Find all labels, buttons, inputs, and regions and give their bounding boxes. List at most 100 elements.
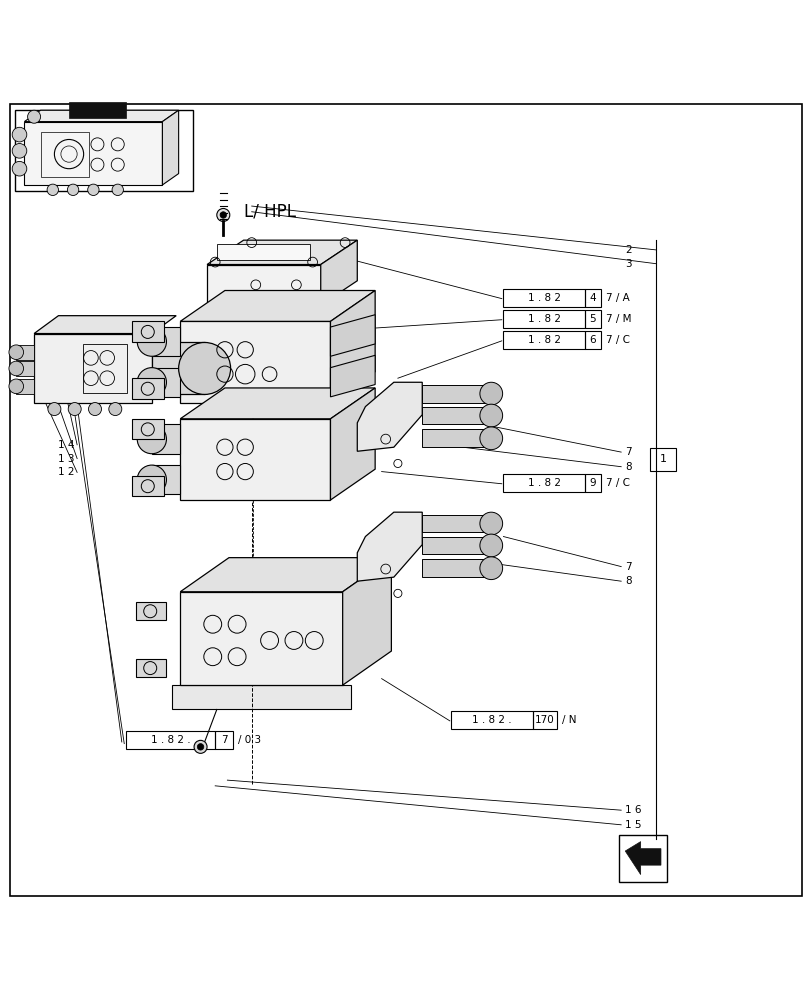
Polygon shape: [162, 110, 178, 185]
Bar: [503, 310, 584, 328]
Polygon shape: [422, 407, 491, 424]
Circle shape: [12, 144, 27, 158]
Text: 1: 1: [659, 454, 666, 464]
Polygon shape: [207, 265, 320, 305]
Bar: [584, 331, 600, 349]
Polygon shape: [152, 465, 180, 494]
Polygon shape: [69, 102, 126, 118]
Bar: [41, 132, 89, 177]
Bar: [584, 289, 600, 307]
Polygon shape: [135, 602, 165, 620]
Bar: [649, 448, 676, 471]
Polygon shape: [24, 110, 178, 122]
Polygon shape: [207, 240, 357, 265]
Polygon shape: [422, 515, 491, 532]
Text: 7 / C: 7 / C: [605, 478, 629, 488]
Circle shape: [479, 404, 502, 427]
Text: 1 . 8 2 .: 1 . 8 2 .: [472, 715, 511, 725]
Polygon shape: [135, 659, 165, 677]
Text: 7 / A: 7 / A: [605, 293, 629, 303]
Circle shape: [479, 382, 502, 405]
Bar: [126, 731, 215, 749]
Polygon shape: [16, 345, 34, 360]
Text: 1 . 8 2: 1 . 8 2: [527, 335, 560, 345]
Polygon shape: [422, 537, 491, 554]
Polygon shape: [330, 315, 375, 356]
Bar: [503, 331, 584, 349]
Text: L/ HPL: L/ HPL: [243, 203, 295, 221]
Circle shape: [137, 368, 166, 397]
Circle shape: [112, 184, 123, 196]
Circle shape: [194, 740, 207, 753]
Bar: [584, 310, 600, 328]
Polygon shape: [152, 368, 180, 397]
Circle shape: [28, 110, 41, 123]
Circle shape: [9, 345, 24, 360]
Text: 1 2: 1 2: [58, 467, 75, 477]
Polygon shape: [152, 327, 180, 356]
Polygon shape: [172, 685, 350, 709]
Polygon shape: [320, 240, 357, 305]
Polygon shape: [330, 355, 375, 397]
Bar: [83, 344, 127, 393]
Polygon shape: [357, 382, 422, 451]
Polygon shape: [180, 388, 375, 419]
Circle shape: [9, 361, 24, 376]
Polygon shape: [342, 558, 391, 685]
Polygon shape: [16, 379, 34, 394]
Bar: [503, 474, 584, 492]
Text: 1 3: 1 3: [58, 454, 75, 464]
Polygon shape: [24, 122, 162, 185]
Text: 7: 7: [221, 735, 227, 745]
Circle shape: [178, 342, 230, 394]
Circle shape: [68, 403, 81, 416]
Circle shape: [479, 427, 502, 450]
Polygon shape: [152, 424, 180, 454]
Circle shape: [479, 534, 502, 557]
Circle shape: [137, 424, 166, 454]
Polygon shape: [422, 429, 491, 447]
Text: 8: 8: [624, 576, 631, 586]
Circle shape: [137, 327, 166, 356]
Polygon shape: [217, 244, 310, 260]
Polygon shape: [180, 419, 330, 500]
Polygon shape: [34, 316, 176, 334]
Circle shape: [48, 403, 61, 416]
Bar: [532, 711, 556, 729]
Bar: [15, 110, 193, 191]
Circle shape: [479, 512, 502, 535]
Polygon shape: [34, 334, 152, 403]
Polygon shape: [624, 842, 660, 875]
Text: 4: 4: [589, 293, 595, 303]
Circle shape: [197, 744, 204, 750]
Text: 6: 6: [589, 335, 595, 345]
Text: 7 / C: 7 / C: [605, 335, 629, 345]
Bar: [451, 711, 532, 729]
Text: 7 / M: 7 / M: [605, 314, 630, 324]
Text: / 0 3: / 0 3: [238, 735, 260, 745]
Circle shape: [479, 557, 502, 580]
Circle shape: [47, 184, 58, 196]
Bar: [215, 731, 233, 749]
Text: 1 . 8 2: 1 . 8 2: [527, 314, 560, 324]
Circle shape: [220, 212, 226, 218]
Text: 9: 9: [589, 478, 595, 488]
Text: 7: 7: [624, 447, 631, 457]
Bar: [584, 474, 600, 492]
Bar: [618, 835, 667, 882]
Text: 170: 170: [534, 715, 554, 725]
Polygon shape: [180, 321, 330, 403]
Text: 1 5: 1 5: [624, 820, 641, 830]
Polygon shape: [131, 419, 164, 439]
Polygon shape: [422, 385, 491, 403]
Circle shape: [12, 161, 27, 176]
Polygon shape: [357, 512, 422, 581]
Circle shape: [109, 403, 122, 416]
Polygon shape: [152, 342, 204, 394]
Polygon shape: [16, 361, 34, 376]
Circle shape: [137, 465, 166, 494]
Text: 1 . 8 2: 1 . 8 2: [527, 293, 560, 303]
Polygon shape: [180, 291, 375, 321]
Bar: [503, 289, 584, 307]
Polygon shape: [180, 592, 342, 685]
